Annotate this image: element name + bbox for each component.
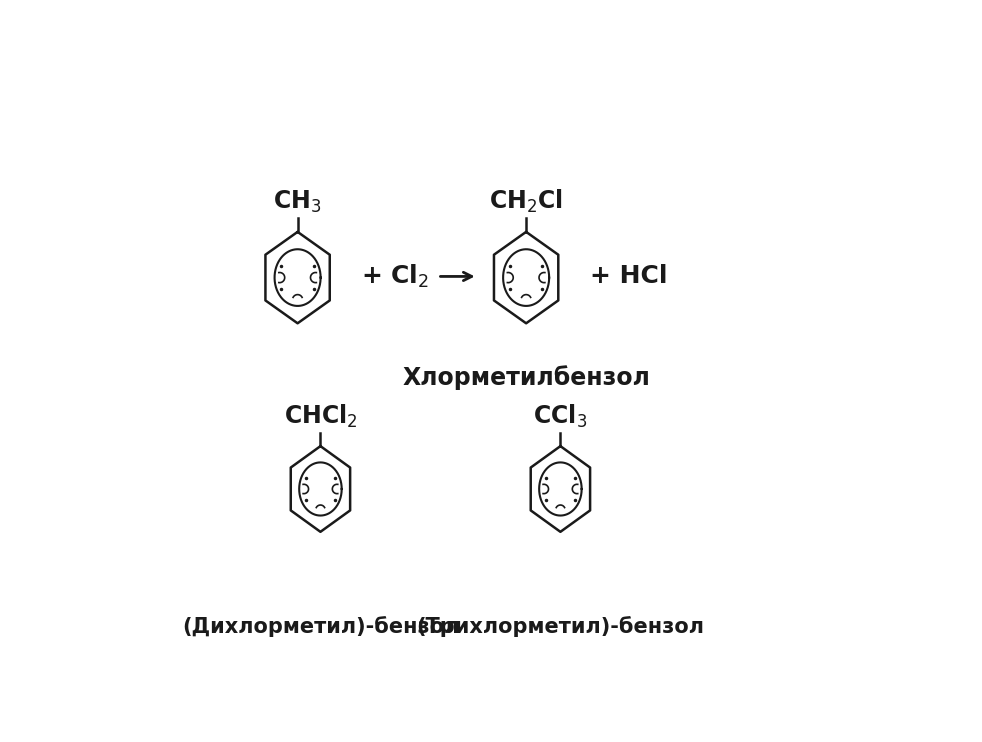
Text: (Трихлорметил)-бензол: (Трихлорметил)-бензол bbox=[416, 616, 704, 637]
Text: CHCl$_2$: CHCl$_2$ bbox=[284, 403, 357, 430]
Text: Хлорметилбензол: Хлорметилбензол bbox=[403, 365, 650, 390]
Text: + HCl: + HCl bbox=[590, 264, 668, 289]
Text: CH$_2$Cl: CH$_2$Cl bbox=[489, 188, 563, 215]
Text: + Cl$_2$: + Cl$_2$ bbox=[360, 263, 429, 290]
Text: CCl$_3$: CCl$_3$ bbox=[533, 403, 587, 430]
Text: (Дихлорметил)-бензол: (Дихлорметил)-бензол bbox=[182, 616, 460, 637]
Text: CH$_3$: CH$_3$ bbox=[273, 189, 322, 215]
